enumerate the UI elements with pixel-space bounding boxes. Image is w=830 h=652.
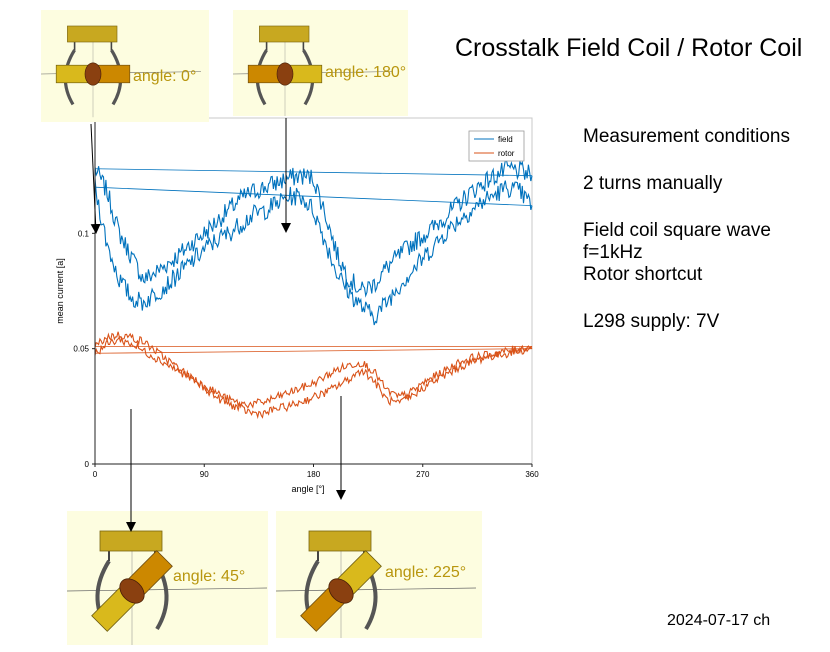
coil-rotor-illustration [41, 25, 202, 118]
rotor-coil-b [247, 64, 281, 84]
coil-rotor-illustration [276, 530, 477, 638]
field-coil [259, 25, 310, 43]
field-coil [99, 530, 163, 552]
y-tick-label: 0 [85, 460, 90, 469]
illustration-group [276, 530, 477, 638]
slide-title: Crosstalk Field Coil / Rotor Coil [455, 34, 803, 62]
rotor-coil-a [289, 64, 323, 84]
rotor-coil-a [55, 64, 89, 84]
series-return-line-rotor [94, 348, 533, 354]
series-line-field [94, 178, 533, 326]
thumbnail-angle-label: angle: 45° [173, 568, 246, 585]
thumbnail-angle-180: angle: 180° [233, 10, 408, 116]
field-coil [67, 25, 118, 43]
thumbnail-angle-label: angle: 225° [385, 564, 467, 581]
x-tick-label: 270 [416, 470, 430, 479]
field-coil [308, 530, 372, 552]
coil-rotor-illustration [67, 530, 268, 645]
rotor-shaft [276, 62, 294, 86]
series-line-rotor [94, 331, 533, 409]
y-tick-label: 0.05 [73, 345, 89, 354]
condition-turns: 2 turns manually [583, 173, 723, 194]
x-tick-label: 180 [307, 470, 321, 479]
rotor-group [91, 550, 173, 632]
rotor-shaft [84, 62, 102, 86]
y-tick-label: 0.1 [78, 229, 90, 238]
coil-rotor-illustration [233, 25, 394, 116]
series-return-line-field [94, 168, 533, 177]
condition-frequency: f=1kHz [583, 242, 643, 263]
illustration-group [67, 530, 268, 645]
x-axis-label: angle [°] [291, 484, 324, 494]
series-return-line-field [94, 186, 533, 207]
illustration-group [41, 25, 202, 118]
legend-label-rotor: rotor [498, 149, 515, 158]
conditions-spacer [583, 195, 790, 220]
condition-supply: L298 supply: 7V [583, 311, 720, 332]
legend-label-field: field [498, 135, 513, 144]
thumbnail-angle-label: angle: 180° [325, 64, 407, 81]
rotor-coil-b [97, 64, 131, 84]
illustration-group [233, 25, 394, 116]
plot-area [94, 117, 533, 465]
date-author: 2024-07-17 ch [667, 612, 771, 629]
thumbnail-angle-45: angle: 45° [67, 511, 268, 645]
rotor-shaft [328, 578, 354, 604]
legend-box [468, 130, 525, 162]
measurement-conditions: Measurement conditions 2 turns manually … [583, 126, 790, 333]
x-tick-label: 360 [525, 470, 539, 479]
thumbnail-angle-225: angle: 225° [276, 511, 482, 638]
conditions-spacer [583, 148, 790, 173]
conditions-spacer [583, 286, 790, 311]
rotor-group [300, 550, 382, 632]
rotor-group [55, 62, 131, 86]
x-tick-label: 90 [200, 470, 209, 479]
condition-rotor: Rotor shortcut [583, 264, 703, 285]
legend: field rotor [468, 130, 525, 162]
series-line-field [94, 159, 533, 298]
y-axis-label: mean current [a] [55, 258, 65, 324]
series-line-rotor [94, 335, 533, 420]
rotor-group [247, 62, 323, 86]
conditions-heading: Measurement conditions [583, 126, 790, 147]
condition-waveform: Field coil square wave [583, 220, 771, 241]
rotor-shaft [119, 578, 145, 604]
thumbnail-angle-0: angle: 0° [41, 10, 209, 122]
x-tick-label: 0 [93, 470, 98, 479]
thumbnail-angle-label: angle: 0° [133, 68, 197, 85]
